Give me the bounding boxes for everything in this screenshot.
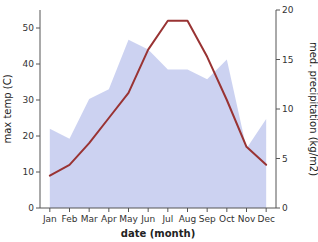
x-tick-label: Oct	[219, 214, 235, 224]
x-tick	[207, 208, 208, 212]
x-axis-label: date (month)	[121, 228, 195, 239]
y-tick	[36, 28, 40, 29]
x-tick	[69, 208, 70, 212]
y2-tick	[276, 109, 280, 110]
plot-marks	[50, 21, 266, 208]
y-tick-label: 40	[23, 59, 35, 69]
y-tick-label: 10	[23, 167, 35, 177]
y-tick-label: 0	[28, 203, 34, 213]
x-tick	[226, 208, 227, 212]
y2-axis-label: med. precipitation (kg/m2)	[308, 42, 318, 176]
chart-svg: Jan FebMarAprMayJun Jul AugSepOctNovDec 0 10 2…	[0, 0, 318, 242]
x-tick	[49, 208, 50, 212]
y-tick-label: 50	[23, 23, 35, 33]
x-tick-label: Aug	[179, 214, 197, 224]
x-tick-label: Nov	[238, 214, 256, 224]
x-tick-label: May	[119, 214, 138, 224]
x-tick	[128, 208, 129, 212]
y-tick-label: 30	[23, 95, 35, 105]
x-tick	[187, 208, 188, 212]
y-tick	[36, 64, 40, 65]
x-tick	[266, 208, 267, 212]
x-tick-label: Jan	[42, 214, 57, 224]
x-tick	[108, 208, 109, 212]
y-tick	[36, 100, 40, 101]
chart-container: Jan FebMarAprMayJun Jul AugSepOctNovDec 0 10 2…	[0, 0, 318, 242]
x-axis-line	[40, 208, 276, 209]
x-tick	[246, 208, 247, 212]
x-tick	[89, 208, 90, 212]
y2-tick	[276, 59, 280, 60]
x-tick	[167, 208, 168, 212]
x-tick-label: Dec	[257, 214, 274, 224]
y2-tick-label: 15	[282, 55, 293, 65]
y-tick	[36, 208, 40, 209]
x-tick-label: Mar	[81, 214, 98, 224]
y-tick	[36, 172, 40, 173]
area	[50, 40, 266, 208]
y2-tick	[276, 208, 280, 209]
x-tick-label: Apr	[101, 214, 117, 224]
y2-tick-label: 20	[282, 5, 294, 15]
y2-tick	[276, 10, 280, 11]
y-axis-label: max temp (C)	[2, 74, 13, 143]
x-tick-label: Jul	[161, 214, 173, 224]
x-tick-label: Feb	[62, 214, 78, 224]
line	[50, 21, 266, 176]
y-tick-label: 20	[23, 131, 35, 141]
y-tick	[36, 136, 40, 137]
y2-tick-label: 10	[282, 104, 294, 114]
y-axis-line	[40, 10, 41, 208]
x-tick-label: Jun	[140, 214, 155, 224]
y2-tick	[276, 158, 280, 159]
x-tick-label: Sep	[199, 214, 216, 224]
y2-tick-label: 0	[282, 203, 288, 213]
y2-tick-label: 5	[282, 154, 288, 164]
x-tick	[148, 208, 149, 212]
